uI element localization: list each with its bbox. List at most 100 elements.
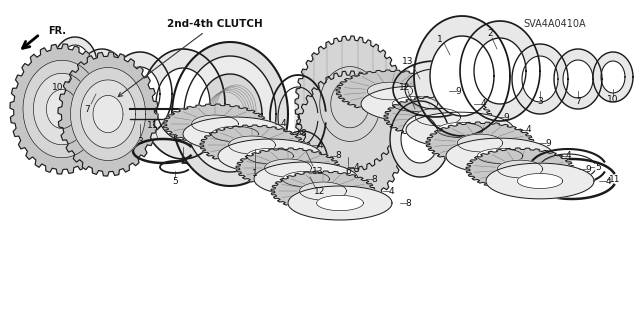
Polygon shape [474, 38, 526, 104]
Polygon shape [401, 115, 439, 163]
Polygon shape [460, 21, 540, 121]
Polygon shape [283, 171, 330, 187]
Polygon shape [108, 52, 172, 136]
Polygon shape [415, 108, 461, 126]
Text: 4: 4 [317, 140, 323, 150]
Polygon shape [218, 139, 322, 173]
Polygon shape [172, 42, 288, 186]
Polygon shape [554, 49, 602, 109]
Polygon shape [271, 171, 375, 211]
Polygon shape [236, 148, 340, 188]
Text: FR.: FR. [48, 26, 66, 36]
Polygon shape [300, 182, 346, 200]
Text: 10: 10 [607, 94, 619, 103]
Polygon shape [288, 186, 392, 220]
Polygon shape [593, 52, 633, 102]
Polygon shape [466, 148, 574, 190]
Polygon shape [183, 117, 287, 151]
Text: 8: 8 [300, 130, 306, 138]
Polygon shape [10, 44, 114, 174]
Polygon shape [53, 37, 97, 91]
Polygon shape [120, 67, 160, 121]
Polygon shape [93, 95, 123, 133]
Text: 3: 3 [137, 137, 143, 145]
Text: 7: 7 [575, 97, 581, 106]
Polygon shape [458, 134, 502, 152]
Text: 4: 4 [565, 152, 571, 160]
Polygon shape [446, 138, 554, 174]
Text: 11: 11 [147, 122, 159, 130]
Text: 13: 13 [403, 56, 413, 65]
Polygon shape [295, 71, 405, 207]
Text: 1: 1 [437, 34, 443, 43]
Polygon shape [437, 122, 483, 137]
Polygon shape [295, 36, 405, 172]
Polygon shape [384, 96, 492, 138]
Text: 9: 9 [503, 113, 509, 122]
Polygon shape [23, 60, 101, 158]
Polygon shape [60, 45, 90, 83]
Polygon shape [70, 68, 145, 160]
Polygon shape [198, 74, 262, 154]
Polygon shape [486, 163, 594, 199]
Text: 4: 4 [605, 176, 611, 186]
Polygon shape [246, 148, 293, 164]
Polygon shape [367, 82, 413, 100]
Polygon shape [184, 56, 276, 172]
Polygon shape [58, 52, 158, 176]
Polygon shape [477, 149, 523, 164]
Text: 13: 13 [312, 167, 324, 175]
Polygon shape [390, 101, 450, 177]
Polygon shape [276, 131, 328, 195]
Polygon shape [47, 90, 77, 129]
Polygon shape [522, 56, 558, 102]
Polygon shape [156, 68, 210, 140]
Text: 4: 4 [480, 100, 486, 108]
Text: SVA4A0410A: SVA4A0410A [524, 19, 586, 29]
Text: 1: 1 [252, 169, 258, 179]
Polygon shape [200, 125, 304, 165]
Text: 9: 9 [585, 165, 591, 174]
Polygon shape [317, 195, 364, 211]
Text: 8: 8 [405, 198, 411, 207]
Polygon shape [336, 70, 444, 112]
Text: 7: 7 [84, 105, 90, 114]
Polygon shape [601, 61, 625, 93]
Polygon shape [517, 174, 563, 189]
Polygon shape [81, 80, 136, 148]
Text: 4: 4 [280, 120, 286, 129]
Text: 6: 6 [345, 167, 351, 175]
Polygon shape [77, 49, 127, 113]
Polygon shape [191, 115, 239, 133]
Text: 5: 5 [595, 162, 601, 172]
Text: 4: 4 [525, 125, 531, 135]
Polygon shape [141, 49, 225, 159]
Polygon shape [85, 59, 119, 103]
Text: 12: 12 [314, 187, 326, 196]
Text: 10: 10 [52, 84, 64, 93]
Polygon shape [414, 16, 510, 136]
Text: 2nd-4th CLUTCH: 2nd-4th CLUTCH [118, 19, 263, 97]
Polygon shape [497, 160, 543, 178]
Polygon shape [264, 159, 312, 177]
Polygon shape [254, 162, 358, 196]
Text: 12: 12 [399, 83, 411, 92]
Text: 9: 9 [455, 86, 461, 95]
Polygon shape [212, 126, 259, 142]
Text: 3: 3 [537, 98, 543, 107]
Polygon shape [426, 122, 534, 164]
Polygon shape [406, 112, 514, 148]
Text: 2: 2 [487, 29, 493, 39]
Polygon shape [392, 97, 438, 112]
Polygon shape [361, 86, 469, 122]
Polygon shape [163, 104, 267, 144]
Polygon shape [286, 143, 318, 183]
Text: 8: 8 [335, 152, 341, 160]
Polygon shape [563, 60, 593, 98]
Text: 4: 4 [388, 187, 394, 196]
Polygon shape [430, 36, 494, 116]
Text: 11: 11 [609, 174, 621, 183]
Polygon shape [228, 136, 275, 154]
Text: 5: 5 [172, 176, 178, 186]
Text: 9: 9 [545, 138, 551, 147]
